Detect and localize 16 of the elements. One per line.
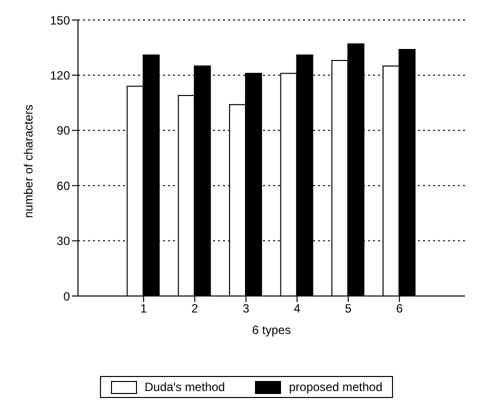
y-tick-label: 90 <box>56 124 70 138</box>
y-tick-label: 60 <box>56 178 70 193</box>
legend-label: proposed method <box>288 380 382 394</box>
y-tick-label: 150 <box>50 13 70 28</box>
x-tick-label: 2 <box>191 302 198 316</box>
y-tick-label: 120 <box>50 68 70 82</box>
x-tick-label: 1 <box>140 302 148 316</box>
x-tick-label: 3 <box>242 302 250 316</box>
y-tick-label: 30 <box>56 234 70 248</box>
x-tick-label: 6 <box>396 302 404 316</box>
y-tick-label: 0 <box>63 289 70 304</box>
x-tick-label: 4 <box>294 302 301 316</box>
x-tick-label: 5 <box>344 302 352 316</box>
y-axis-title: number of characters <box>21 104 36 218</box>
x-axis-title: 6 types <box>252 323 291 337</box>
legend-label: Duda's method <box>144 380 225 394</box>
